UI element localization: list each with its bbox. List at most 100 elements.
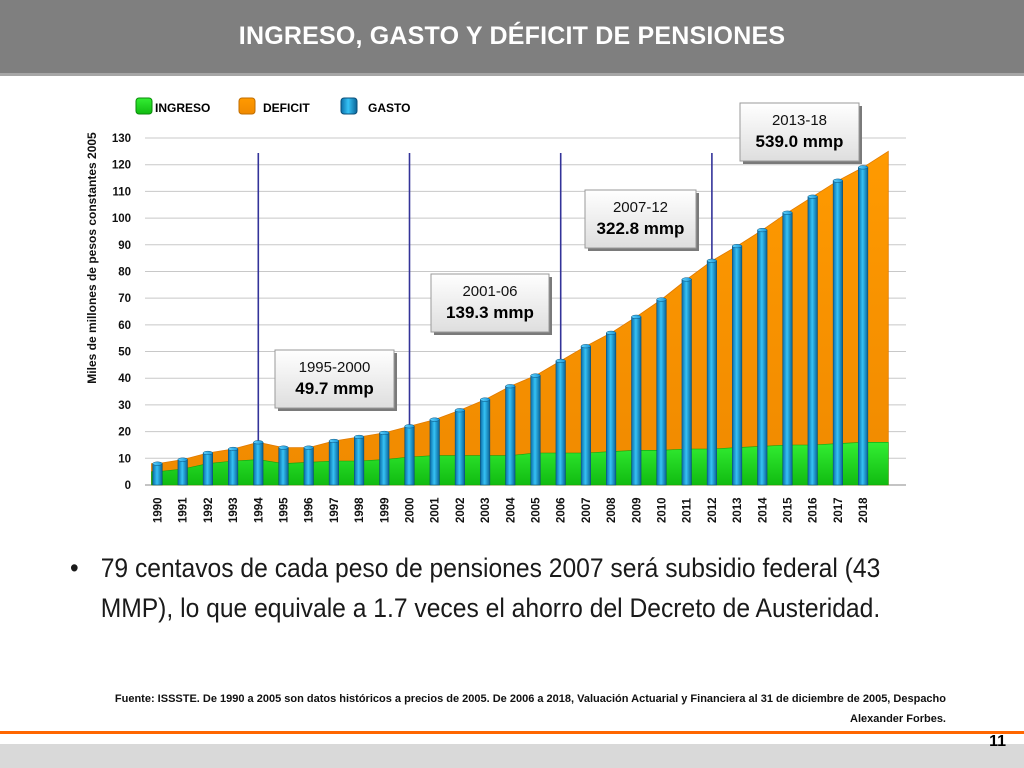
bullet-marker: • <box>70 553 79 583</box>
x-tick-label: 2004 <box>505 497 517 523</box>
x-tick-label: 1998 <box>354 497 366 523</box>
title-divider <box>0 73 1024 76</box>
y-tick-label: 10 <box>118 453 131 465</box>
gasto-bar-cap <box>253 440 264 445</box>
gasto-bar <box>681 279 692 486</box>
y-tick-label: 40 <box>118 373 131 385</box>
gasto-bar <box>152 463 163 486</box>
x-tick-label: 2000 <box>405 497 417 523</box>
x-tick-label: 2005 <box>531 497 543 523</box>
y-tick-label: 130 <box>112 133 131 145</box>
gasto-bar-cap <box>555 358 566 363</box>
x-tick-label: 2017 <box>833 497 845 523</box>
gasto-bar-cap <box>480 397 491 402</box>
y-axis-label: Miles de millones de pesos constantes 20… <box>85 132 99 384</box>
x-tick-label: 2013 <box>732 497 744 523</box>
annotation-period: 1995-2000 <box>299 359 371 376</box>
x-tick-label: 1993 <box>228 497 240 523</box>
annotation-period: 2001-06 <box>462 283 517 300</box>
gasto-bar-cap <box>530 373 541 378</box>
footer-bar <box>0 744 1024 768</box>
y-tick-label: 70 <box>118 293 131 305</box>
gasto-bar <box>404 425 415 486</box>
gasto-bar-cap <box>429 417 440 422</box>
y-tick-label: 50 <box>118 347 131 359</box>
x-tick-label: 2014 <box>757 497 769 523</box>
annotation-amount: 49.7 mmp <box>295 379 373 398</box>
gasto-bar-cap <box>631 314 642 319</box>
gasto-bar <box>530 375 541 486</box>
gasto-bar-cap <box>303 445 314 450</box>
pension-chart: Miles de millones de pesos constantes 20… <box>85 97 906 523</box>
gasto-bar <box>656 299 667 486</box>
legend-label-deficit: DEFICIT <box>263 101 310 115</box>
x-tick-label: 2015 <box>783 497 795 523</box>
title-bar: INGRESO, GASTO Y DÉFICIT DE PENSIONES <box>0 0 1024 73</box>
gasto-bar <box>631 316 642 486</box>
gasto-bar-cap <box>706 258 717 263</box>
y-tick-label: 90 <box>118 240 131 252</box>
gasto-bar <box>379 432 390 486</box>
annotation-box <box>274 349 395 409</box>
gasto-bar <box>782 212 793 486</box>
x-tick-label: 2003 <box>480 497 492 523</box>
annotation-period: 2013-18 <box>772 112 827 129</box>
x-tick-label: 2016 <box>808 497 820 523</box>
gasto-bar <box>253 441 264 486</box>
x-tick-label: 2018 <box>858 497 870 523</box>
gasto-bar <box>303 447 314 486</box>
annotation-box <box>739 102 860 162</box>
x-tick-label: 1997 <box>329 497 341 523</box>
gasto-bar <box>454 409 465 486</box>
gasto-bar <box>505 385 516 486</box>
annotation-box <box>584 189 697 249</box>
legend-swatch-gasto <box>340 97 358 115</box>
legend-label-ingreso: INGRESO <box>155 101 210 115</box>
gasto-bar <box>328 440 339 486</box>
gasto-bar <box>807 196 818 486</box>
gasto-bar <box>202 452 213 486</box>
annotation-amount: 539.0 mmp <box>756 132 844 151</box>
gasto-bar-cap <box>807 194 818 199</box>
x-tick-label: 1991 <box>178 497 190 523</box>
gasto-bar-cap <box>202 450 213 456</box>
gasto-bar-cap <box>858 165 869 170</box>
legend-item-ingreso: INGRESO <box>135 97 210 115</box>
y-tick-label: 100 <box>112 213 131 225</box>
x-tick-label: 2012 <box>707 497 719 523</box>
gasto-bar <box>177 459 188 486</box>
x-tick-label: 2011 <box>682 497 694 523</box>
plot-area: 0 10 20 30 40 50 60 70 80 90 100 110 120 130 1990 1991 1… <box>112 102 906 523</box>
gasto-bar-cap <box>732 244 743 249</box>
x-tick-label: 2009 <box>631 497 643 523</box>
y-tick-label: 30 <box>118 400 131 412</box>
gasto-bar-cap <box>278 445 289 450</box>
y-tick-label: 120 <box>112 160 131 172</box>
gasto-bar <box>706 260 717 486</box>
x-tick-label: 1999 <box>379 497 391 523</box>
gasto-bar-cap <box>328 438 339 444</box>
gasto-bar <box>278 447 289 486</box>
gasto-bar-cap <box>152 461 163 466</box>
annotation-amount: 139.3 mmp <box>446 303 534 322</box>
x-tick-label: 2006 <box>556 497 568 523</box>
x-tick-label: 2007 <box>581 497 593 523</box>
gasto-bar <box>757 229 768 486</box>
x-tick-label: 2008 <box>606 497 618 523</box>
x-tick-label: 1996 <box>304 497 316 523</box>
gasto-bar-cap <box>606 330 617 335</box>
bullet-text: 79 centavos de cada peso de pensiones 20… <box>100 553 881 623</box>
gasto-bar <box>580 345 591 486</box>
y-tick-label: 0 <box>125 480 131 492</box>
source-note: Fuente: ISSSTE. De 1990 a 2005 son datos… <box>114 693 946 725</box>
gasto-bar <box>354 436 365 486</box>
legend-swatch-deficit <box>238 97 256 115</box>
gasto-bar-cap <box>379 430 390 436</box>
gasto-bar <box>429 419 440 486</box>
y-tick-label: 110 <box>112 186 131 198</box>
gasto-bar-cap <box>228 446 239 452</box>
slide-title: INGRESO, GASTO Y DÉFICIT DE PENSIONES <box>238 22 786 50</box>
gasto-bar-cap <box>354 434 365 440</box>
bullet-point: • 79 centavos de cada peso de pensiones … <box>70 548 907 628</box>
legend: INGRESO DEFICIT GASTO <box>135 97 410 115</box>
